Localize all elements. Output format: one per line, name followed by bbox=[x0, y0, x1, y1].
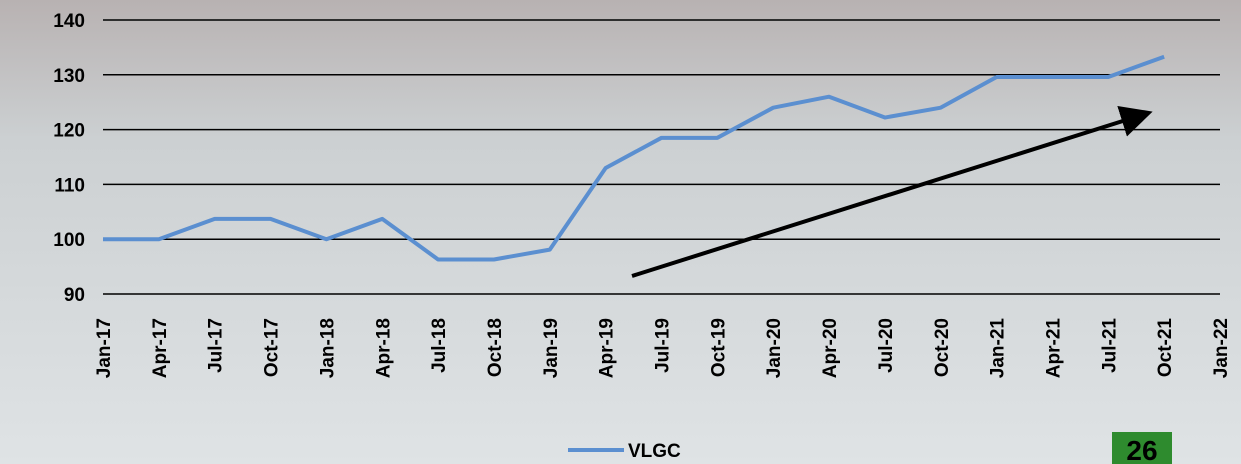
x-tick-label: Oct-20 bbox=[932, 318, 953, 377]
x-tick-label: Jul-17 bbox=[206, 318, 227, 373]
x-tick-label: Jan-17 bbox=[94, 318, 115, 378]
y-tick-label: 110 bbox=[54, 175, 85, 196]
y-tick-label: 130 bbox=[53, 66, 85, 87]
y-tick-label: 100 bbox=[53, 230, 85, 251]
x-tick-label: Jul-21 bbox=[1099, 318, 1120, 373]
x-tick-label: Jan-18 bbox=[317, 318, 338, 378]
x-tick-label: Apr-20 bbox=[820, 318, 841, 378]
x-tick-label: Jul-18 bbox=[429, 318, 450, 373]
x-tick-label: Apr-21 bbox=[1043, 318, 1064, 379]
background bbox=[0, 0, 1241, 464]
x-tick-label: Apr-18 bbox=[373, 318, 394, 378]
chart: 26 90 100 110 120 130 140 Jan-17 Apr-17 Jul-17 Oc… bbox=[0, 0, 1241, 464]
x-tick-label: Jan-19 bbox=[541, 318, 562, 378]
y-tick-label: 140 bbox=[53, 11, 85, 32]
y-tick-label: 90 bbox=[64, 285, 85, 306]
x-tick-label: Oct-19 bbox=[708, 318, 729, 377]
legend-label: VLGC bbox=[628, 441, 681, 462]
x-tick-label: Apr-17 bbox=[150, 318, 171, 378]
x-tick-label: Oct-21 bbox=[1155, 318, 1176, 378]
x-tick-label: Jan-22 bbox=[1211, 318, 1232, 378]
x-tick-label: Apr-19 bbox=[597, 318, 618, 378]
x-tick-label: Jan-20 bbox=[764, 318, 785, 378]
x-tick-label: Jul-20 bbox=[876, 318, 897, 373]
x-tick-label: Jul-19 bbox=[653, 318, 674, 373]
x-tick-label: Jan-21 bbox=[988, 318, 1009, 379]
x-tick-label: Oct-17 bbox=[262, 318, 283, 377]
x-tick-label: Oct-18 bbox=[485, 318, 506, 377]
y-tick-label: 120 bbox=[53, 121, 85, 142]
page-number: 26 bbox=[1126, 435, 1157, 464]
